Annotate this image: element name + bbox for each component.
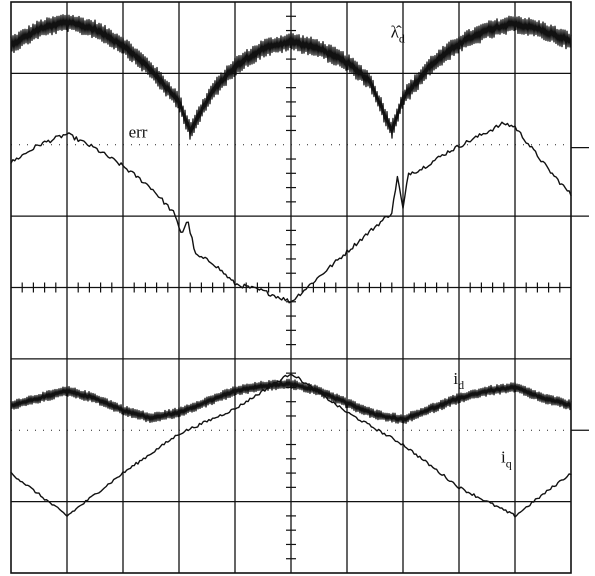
trace-label-main: i bbox=[501, 447, 506, 466]
trace-label: err bbox=[129, 123, 148, 142]
trace-iq bbox=[10, 373, 572, 518]
trace-label-main: i bbox=[453, 369, 458, 388]
trace-label-main: err bbox=[129, 123, 148, 142]
trace-label-main: λ̂ bbox=[391, 23, 402, 42]
trace-label: id bbox=[453, 369, 464, 392]
trace-err bbox=[10, 121, 572, 304]
trace-label: iq bbox=[501, 447, 512, 470]
trace-id bbox=[10, 378, 572, 424]
trace-label-subscript: d bbox=[399, 32, 405, 46]
trace-label-subscript: d bbox=[458, 378, 464, 392]
trace-λ̂d bbox=[10, 14, 572, 140]
trace-label: λ̂d bbox=[391, 23, 405, 46]
plot-frame bbox=[10, 1, 572, 574]
graticule bbox=[10, 1, 589, 574]
trace-label-subscript: q bbox=[506, 456, 512, 470]
traces bbox=[10, 14, 572, 518]
